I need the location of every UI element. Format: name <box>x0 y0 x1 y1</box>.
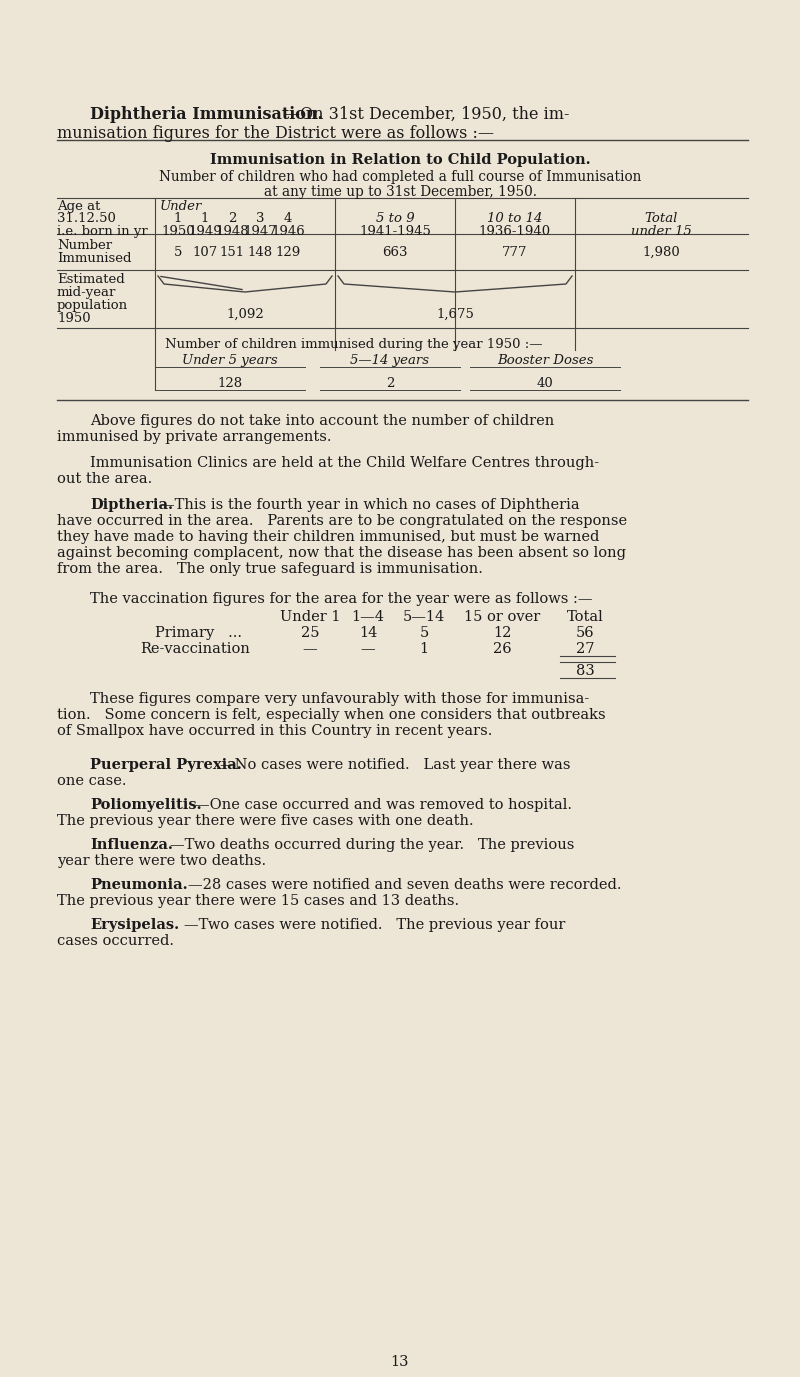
Text: Immunisation Clinics are held at the Child Welfare Centres through-: Immunisation Clinics are held at the Chi… <box>90 456 599 470</box>
Text: Number of children immunised during the year 1950 :—: Number of children immunised during the … <box>165 337 542 351</box>
Text: 56: 56 <box>576 627 594 640</box>
Text: 1947: 1947 <box>243 224 277 238</box>
Text: Total: Total <box>566 610 603 624</box>
Text: —28 cases were notified and seven deaths were recorded.: —28 cases were notified and seven deaths… <box>188 879 622 892</box>
Text: —: — <box>361 642 375 655</box>
Text: 10 to 14: 10 to 14 <box>487 212 542 224</box>
Text: 15 or over: 15 or over <box>464 610 540 624</box>
Text: —Two deaths occurred during the year.   The previous: —Two deaths occurred during the year. Th… <box>170 839 574 852</box>
Text: they have made to having their children immunised, but must be warned: they have made to having their children … <box>57 530 599 544</box>
Text: 1: 1 <box>419 642 429 655</box>
Text: 31.12.50: 31.12.50 <box>57 212 116 224</box>
Text: 1948: 1948 <box>215 224 249 238</box>
Text: The previous year there were five cases with one death.: The previous year there were five cases … <box>57 814 474 828</box>
Text: 128: 128 <box>218 377 242 390</box>
Text: 12: 12 <box>493 627 511 640</box>
Text: 129: 129 <box>275 246 301 259</box>
Text: 27: 27 <box>576 642 594 655</box>
Text: at any time up to 31st December, 1950.: at any time up to 31st December, 1950. <box>263 185 537 200</box>
Text: have occurred in the area.   Parents are to be congratulated on the response: have occurred in the area. Parents are t… <box>57 514 627 527</box>
Text: Puerperal Pyrexia.: Puerperal Pyrexia. <box>90 757 242 772</box>
Text: The previous year there were 15 cases and 13 deaths.: The previous year there were 15 cases an… <box>57 894 459 907</box>
Text: Age at: Age at <box>57 200 100 213</box>
Text: 5 to 9: 5 to 9 <box>376 212 414 224</box>
Text: 13: 13 <box>390 1355 410 1369</box>
Text: 148: 148 <box>247 246 273 259</box>
Text: year there were two deaths.: year there were two deaths. <box>57 854 266 868</box>
Text: Primary   ...: Primary ... <box>155 627 242 640</box>
Text: population: population <box>57 299 128 313</box>
Text: under 15: under 15 <box>630 224 691 238</box>
Text: Diphtheria Immunisation.: Diphtheria Immunisation. <box>90 106 323 123</box>
Text: 2: 2 <box>386 377 394 390</box>
Text: 14: 14 <box>359 627 377 640</box>
Text: Booster Doses: Booster Doses <box>497 354 593 368</box>
Text: —Two cases were notified.   The previous year four: —Two cases were notified. The previous y… <box>184 918 566 932</box>
Text: 25: 25 <box>301 627 319 640</box>
Text: Number: Number <box>57 240 112 252</box>
Text: —No cases were notified.   Last year there was: —No cases were notified. Last year there… <box>220 757 570 772</box>
Text: —On 31st December, 1950, the im-: —On 31st December, 1950, the im- <box>284 106 570 123</box>
Text: mid-year: mid-year <box>57 286 116 299</box>
Text: 5—14: 5—14 <box>403 610 445 624</box>
Text: Under: Under <box>160 200 202 213</box>
Text: 40: 40 <box>537 377 554 390</box>
Text: cases occurred.: cases occurred. <box>57 934 174 947</box>
Text: immunised by private arrangements.: immunised by private arrangements. <box>57 430 331 443</box>
Text: Influenza.: Influenza. <box>90 839 173 852</box>
Text: —: — <box>302 642 318 655</box>
Text: 777: 777 <box>502 246 528 259</box>
Text: 1—4: 1—4 <box>351 610 385 624</box>
Text: 1950: 1950 <box>57 313 90 325</box>
Text: 1941-1945: 1941-1945 <box>359 224 431 238</box>
Text: 4: 4 <box>284 212 292 224</box>
Text: 1,092: 1,092 <box>226 308 264 321</box>
Text: tion.   Some concern is felt, especially when one considers that outbreaks: tion. Some concern is felt, especially w… <box>57 708 606 722</box>
Text: against becoming complacent, now that the disease has been absent so long: against becoming complacent, now that th… <box>57 547 626 560</box>
Text: 1949: 1949 <box>188 224 222 238</box>
Text: —One case occurred and was removed to hospital.: —One case occurred and was removed to ho… <box>195 799 572 812</box>
Text: 5: 5 <box>174 246 182 259</box>
Text: i.e. born in yr: i.e. born in yr <box>57 224 148 238</box>
Text: 83: 83 <box>576 664 594 677</box>
Text: 107: 107 <box>192 246 218 259</box>
Text: Poliomyelitis.: Poliomyelitis. <box>90 799 202 812</box>
Text: out the area.: out the area. <box>57 472 152 486</box>
Text: 2: 2 <box>228 212 236 224</box>
Text: 1,980: 1,980 <box>642 246 680 259</box>
Text: Re-vaccination: Re-vaccination <box>140 642 250 655</box>
Text: Estimated: Estimated <box>57 273 125 286</box>
Text: 1936-1940: 1936-1940 <box>479 224 551 238</box>
Text: 663: 663 <box>382 246 408 259</box>
Text: Immunisation in Relation to Child Population.: Immunisation in Relation to Child Popula… <box>210 153 590 167</box>
Text: 1946: 1946 <box>271 224 305 238</box>
Text: Under 1: Under 1 <box>280 610 340 624</box>
Text: 26: 26 <box>493 642 511 655</box>
Text: 5—14 years: 5—14 years <box>350 354 430 368</box>
Text: 3: 3 <box>256 212 264 224</box>
Text: Number of children who had completed a full course of Immunisation: Number of children who had completed a f… <box>159 169 641 185</box>
Text: of Smallpox have occurred in this Country in recent years.: of Smallpox have occurred in this Countr… <box>57 724 492 738</box>
Text: Total: Total <box>644 212 678 224</box>
Text: 1,675: 1,675 <box>436 308 474 321</box>
Text: —This is the fourth year in which no cases of Diphtheria: —This is the fourth year in which no cas… <box>160 498 580 512</box>
Text: 1: 1 <box>201 212 209 224</box>
Text: munisation figures for the District were as follows :—: munisation figures for the District were… <box>57 125 494 142</box>
Text: Pneumonia.: Pneumonia. <box>90 879 188 892</box>
Text: Above figures do not take into account the number of children: Above figures do not take into account t… <box>90 414 554 428</box>
Text: Immunised: Immunised <box>57 252 131 264</box>
Text: one case.: one case. <box>57 774 126 788</box>
Text: Erysipelas.: Erysipelas. <box>90 918 179 932</box>
Text: These figures compare very unfavourably with those for immunisa-: These figures compare very unfavourably … <box>90 693 590 706</box>
Text: 151: 151 <box>219 246 245 259</box>
Text: 5: 5 <box>419 627 429 640</box>
Text: The vaccination figures for the area for the year were as follows :—: The vaccination figures for the area for… <box>90 592 593 606</box>
Text: 1950: 1950 <box>161 224 195 238</box>
Text: 1: 1 <box>174 212 182 224</box>
Text: Diptheria.: Diptheria. <box>90 498 173 512</box>
Text: Under 5 years: Under 5 years <box>182 354 278 368</box>
Text: from the area.   The only true safeguard is immunisation.: from the area. The only true safeguard i… <box>57 562 483 576</box>
